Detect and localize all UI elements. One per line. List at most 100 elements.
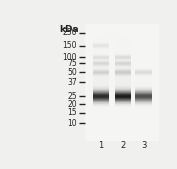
Bar	[93, 89, 109, 90]
Bar	[93, 95, 109, 96]
Bar	[115, 94, 131, 95]
Bar	[135, 91, 152, 92]
Bar	[93, 67, 109, 68]
Bar	[93, 56, 109, 57]
Bar	[93, 50, 109, 51]
Bar	[135, 86, 152, 87]
Bar	[115, 88, 131, 89]
Bar	[135, 102, 152, 103]
Bar	[93, 71, 109, 72]
Bar	[135, 90, 152, 91]
Bar	[135, 72, 152, 73]
Bar	[93, 53, 109, 54]
Bar	[135, 71, 152, 72]
Bar	[115, 66, 131, 67]
Bar	[93, 74, 109, 75]
Bar	[115, 65, 131, 66]
Bar	[115, 98, 131, 99]
Bar	[115, 100, 131, 101]
Bar	[115, 86, 131, 87]
Bar	[115, 38, 131, 39]
Bar	[135, 83, 152, 84]
Bar	[93, 47, 109, 48]
Bar	[115, 63, 131, 64]
Bar	[93, 90, 109, 91]
Bar	[93, 57, 109, 58]
Bar	[115, 95, 131, 96]
Bar	[115, 75, 131, 76]
Bar	[93, 91, 109, 92]
Bar	[115, 59, 131, 60]
Bar	[115, 78, 131, 79]
Text: 50: 50	[67, 68, 77, 77]
Bar	[135, 95, 152, 96]
Bar	[135, 92, 152, 93]
Bar	[135, 66, 152, 67]
Bar	[93, 40, 109, 41]
Bar	[115, 99, 131, 100]
Bar	[115, 43, 131, 44]
Bar	[115, 81, 131, 82]
Bar	[93, 96, 109, 97]
Bar	[135, 86, 152, 87]
Bar	[135, 78, 152, 79]
Bar	[115, 104, 131, 105]
Text: 15: 15	[67, 108, 77, 117]
Bar	[135, 80, 152, 81]
Bar	[93, 65, 109, 66]
Bar	[135, 68, 152, 69]
Bar	[93, 75, 109, 76]
Bar	[115, 53, 131, 54]
Text: 10: 10	[67, 119, 77, 128]
Bar	[93, 85, 109, 86]
Bar	[93, 48, 109, 49]
Bar	[135, 97, 152, 98]
Bar	[115, 74, 131, 75]
Bar	[93, 79, 109, 80]
Bar	[115, 106, 131, 107]
Bar	[93, 72, 109, 73]
Bar	[93, 69, 109, 70]
Bar	[93, 77, 109, 78]
Bar	[93, 52, 109, 53]
Bar	[93, 45, 109, 46]
Bar	[115, 60, 131, 61]
Bar	[135, 74, 152, 75]
Bar	[115, 87, 131, 88]
Bar	[135, 71, 152, 72]
Bar	[115, 58, 131, 59]
Bar	[93, 43, 109, 44]
Bar	[115, 84, 131, 85]
Bar	[115, 56, 131, 57]
Bar	[93, 47, 109, 48]
Text: 150: 150	[62, 41, 77, 50]
Bar	[135, 84, 152, 85]
Bar	[93, 76, 109, 77]
Bar	[135, 82, 152, 83]
Bar	[135, 96, 152, 97]
Bar	[93, 99, 109, 100]
Bar	[93, 78, 109, 79]
Bar	[93, 44, 109, 45]
Bar	[115, 68, 131, 69]
Bar	[115, 64, 131, 65]
Bar	[93, 67, 109, 68]
Bar	[135, 81, 152, 82]
Bar	[93, 39, 109, 40]
Bar	[115, 85, 131, 86]
Bar	[93, 94, 109, 95]
Text: 1: 1	[98, 141, 104, 150]
Bar	[115, 47, 131, 48]
Bar	[93, 87, 109, 88]
Bar	[115, 103, 131, 104]
Bar	[115, 89, 131, 90]
Bar	[93, 61, 109, 62]
Bar	[93, 45, 109, 46]
Bar	[115, 97, 131, 98]
Bar	[135, 97, 152, 98]
Bar	[135, 67, 152, 68]
Bar	[135, 69, 152, 70]
Bar	[93, 94, 109, 95]
Bar	[115, 77, 131, 78]
Bar	[93, 49, 109, 50]
